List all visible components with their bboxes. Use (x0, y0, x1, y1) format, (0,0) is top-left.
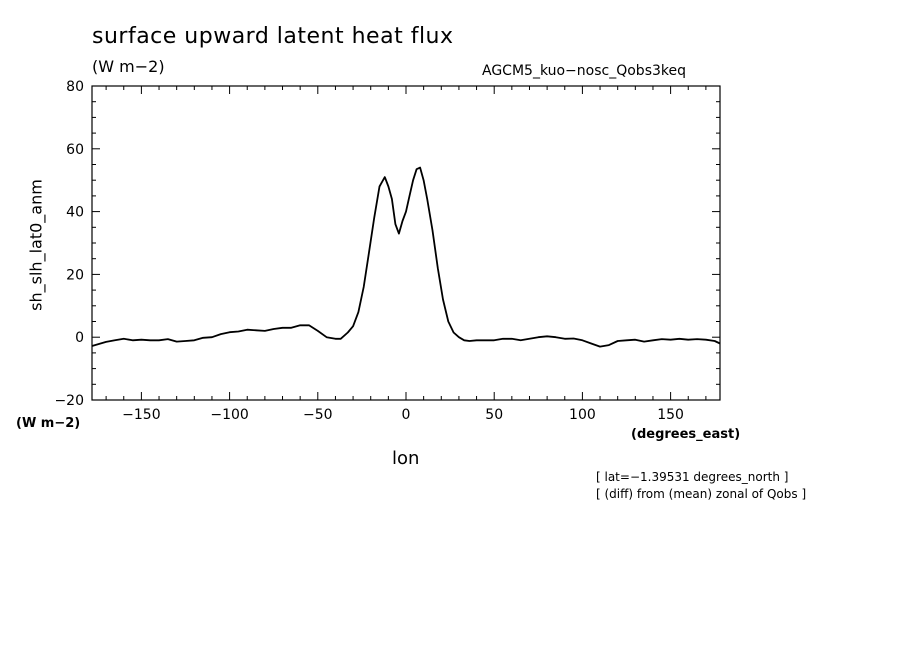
x-tick-label: −150 (122, 407, 160, 423)
y-tick-label: 0 (75, 330, 84, 346)
y-tick-label: 40 (66, 205, 84, 221)
annotation-diff: [ (diff) from (mean) zonal of Qobs ] (596, 487, 807, 501)
x-tick-label: 150 (657, 407, 684, 423)
x-tick-label: 50 (485, 407, 503, 423)
tick-labels: −150 −100 −50 0 50 100 150 −20 0 20 40 60 80 (54, 79, 684, 423)
x-tick-label: −100 (210, 407, 248, 423)
series-line (91, 166, 721, 348)
x-tick-label: 0 (402, 407, 411, 423)
x-tick-label: −50 (303, 407, 333, 423)
y-axis-units: (W m−2) (16, 416, 81, 431)
chart-title: surface upward latent heat flux (92, 24, 454, 49)
series-group (91, 166, 721, 348)
y-tick-label: 20 (66, 267, 84, 283)
y-tick-label: −20 (54, 393, 84, 409)
x-tick-label: 100 (569, 407, 596, 423)
plot-frame (91, 85, 721, 401)
axis-ticks (92, 85, 720, 401)
x-axis-units: (degrees_east) (631, 427, 741, 442)
annotation-latitude: [ lat=−1.39531 degrees_north ] (596, 470, 789, 484)
run-label: AGCM5_kuo−nosc_Qobs3keq (482, 63, 686, 79)
chart-units: (W m−2) (92, 57, 165, 76)
y-tick-label: 60 (66, 142, 84, 158)
x-axis-label: lon (392, 448, 420, 469)
y-tick-label: 80 (66, 79, 84, 95)
